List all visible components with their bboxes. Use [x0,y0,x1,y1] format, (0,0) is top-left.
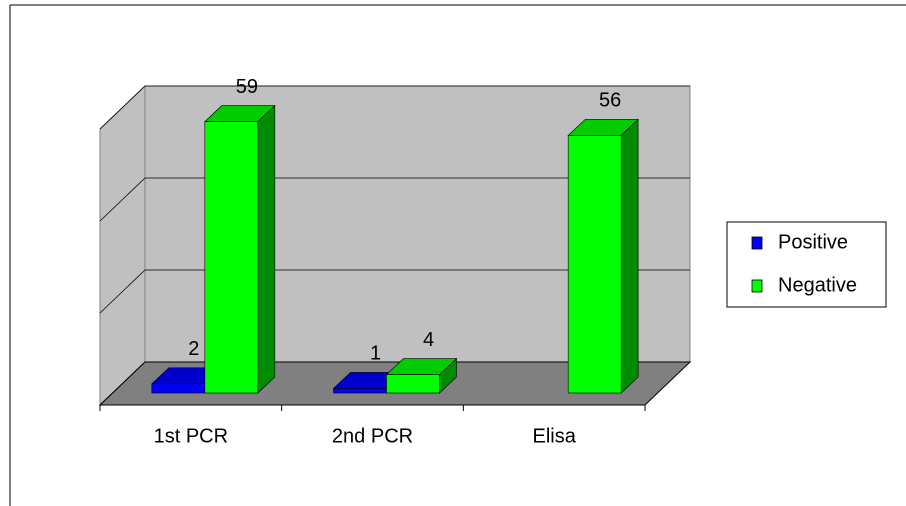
data-label: 1 [370,343,381,365]
data-label: 2 [188,338,199,360]
data-label: 4 [423,329,434,351]
bar-front [386,374,440,394]
legend-swatch [751,279,763,293]
bar-side [620,118,639,394]
side-grid-line [99,177,146,222]
x-tick-label: 2nd PCR [332,425,413,447]
bar-front [204,121,259,394]
x-tick-label: Elisa [532,425,576,447]
side-grid-line [99,85,146,130]
bar-front [333,388,387,394]
side-wall [99,84,146,407]
legend-label: Negative [778,274,857,296]
side-grid-line [99,361,146,406]
x-tick-label: 1st PCR [154,425,228,447]
bar-front [151,383,206,394]
data-label: 59 [236,76,258,98]
data-label: 56 [599,90,621,112]
bar-side [257,104,276,394]
legend [726,221,887,308]
bar-front [567,135,622,394]
side-grid-line [99,269,146,314]
legend-swatch [751,236,763,250]
legend-label: Positive [778,231,848,253]
